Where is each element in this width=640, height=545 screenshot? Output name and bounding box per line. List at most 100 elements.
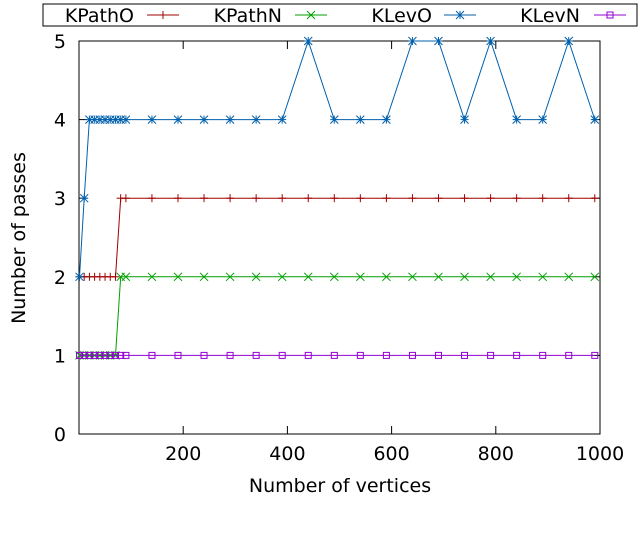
data-point: [564, 36, 574, 46]
x-tick-label: 800: [478, 443, 514, 465]
data-point: [382, 272, 391, 282]
data-point: [330, 351, 338, 359]
data-point: [251, 272, 261, 282]
data-point: [121, 194, 130, 203]
data-point: [199, 272, 209, 282]
data-point: [80, 351, 88, 359]
data-point: [329, 115, 339, 124]
data-point: [85, 351, 93, 359]
data-point: [460, 115, 469, 124]
data-point: [79, 193, 89, 203]
data-point: [121, 272, 131, 282]
data-point: [408, 272, 417, 282]
legend-swatch-marker: [606, 11, 614, 19]
legend-swatch-marker: [455, 10, 465, 20]
data-point: [460, 272, 469, 282]
data-point: [278, 194, 287, 203]
data-point: [434, 351, 442, 359]
data-point: [461, 351, 469, 359]
y-tick-label: 0: [54, 424, 66, 446]
data-point: [434, 194, 443, 203]
data-point: [147, 115, 157, 124]
data-point: [304, 351, 312, 359]
data-point: [174, 351, 182, 359]
data-point: [147, 272, 157, 282]
data-point: [251, 115, 261, 124]
legend-item-KLevN: KLevN: [520, 5, 626, 27]
data-point: [408, 194, 417, 203]
data-point: [200, 194, 209, 203]
series-KLevO: [75, 36, 600, 282]
data-point: [111, 272, 120, 281]
data-point: [355, 115, 365, 124]
data-point: [173, 194, 182, 203]
data-point: [173, 115, 183, 124]
data-point: [148, 351, 156, 359]
data-point: [226, 194, 235, 203]
data-point: [199, 115, 209, 124]
data-point: [200, 351, 208, 359]
axis-ticks: 200 400 600 800 1000 0 1 2 3 4 5: [54, 31, 624, 465]
data-point: [225, 115, 235, 124]
data-point: [486, 272, 495, 282]
legend-swatch-marker: [159, 11, 167, 19]
data-point: [91, 351, 99, 359]
data-point: [512, 194, 521, 203]
data-point: [329, 272, 339, 282]
data-point: [225, 272, 235, 282]
data-point: [101, 351, 109, 359]
legend-label: KPathN: [214, 5, 282, 27]
data-point: [382, 351, 390, 359]
legend-item-KPathN: KPathN: [214, 5, 327, 27]
data-point: [539, 351, 547, 359]
data-point: [513, 351, 521, 359]
plot-frame: [78, 40, 601, 435]
data-point: [538, 194, 547, 203]
data-point: [356, 351, 364, 359]
data-point: [590, 115, 600, 124]
data-point: [590, 272, 600, 282]
series-KLevN: [76, 351, 599, 359]
y-tick-label: 3: [54, 188, 66, 210]
data-point: [512, 115, 521, 124]
data-point: [487, 351, 495, 359]
data-point: [173, 272, 183, 282]
data-point: [538, 115, 548, 124]
data-point: [330, 194, 339, 203]
legend-item-KLevO: KLevO: [371, 5, 476, 27]
series-KPathN: [75, 272, 600, 360]
data-point: [303, 272, 313, 282]
legend-label: KPathO: [65, 5, 134, 27]
data-point: [121, 115, 131, 124]
data-point: [106, 351, 114, 359]
data-point: [277, 115, 287, 124]
data-point: [564, 194, 573, 203]
data-point: [278, 351, 286, 359]
data-point: [591, 351, 599, 359]
data-point: [76, 351, 84, 359]
data-point: [355, 272, 365, 282]
data-point: [565, 351, 573, 359]
x-tick-label: 200: [165, 443, 201, 465]
y-tick-label: 2: [54, 267, 66, 289]
data-point: [277, 272, 287, 282]
data-point: [382, 115, 391, 124]
data-point: [538, 272, 548, 282]
y-axis-label: Number of passes: [8, 152, 30, 324]
data-point: [486, 36, 495, 46]
legend-label: KLevO: [371, 5, 432, 27]
legend-item-KPathO: KPathO: [65, 5, 179, 27]
data-point: [460, 194, 469, 203]
data-point: [512, 272, 521, 282]
data-point: [111, 351, 119, 359]
y-tick-label: 4: [54, 110, 66, 132]
data-point: [96, 351, 104, 359]
series-KPathO: [75, 194, 599, 281]
series-line: [79, 276, 595, 356]
data-point: [434, 36, 443, 46]
data-point: [408, 36, 417, 46]
data-point: [434, 272, 443, 282]
data-point: [252, 351, 260, 359]
x-tick-label: 1000: [576, 443, 624, 465]
